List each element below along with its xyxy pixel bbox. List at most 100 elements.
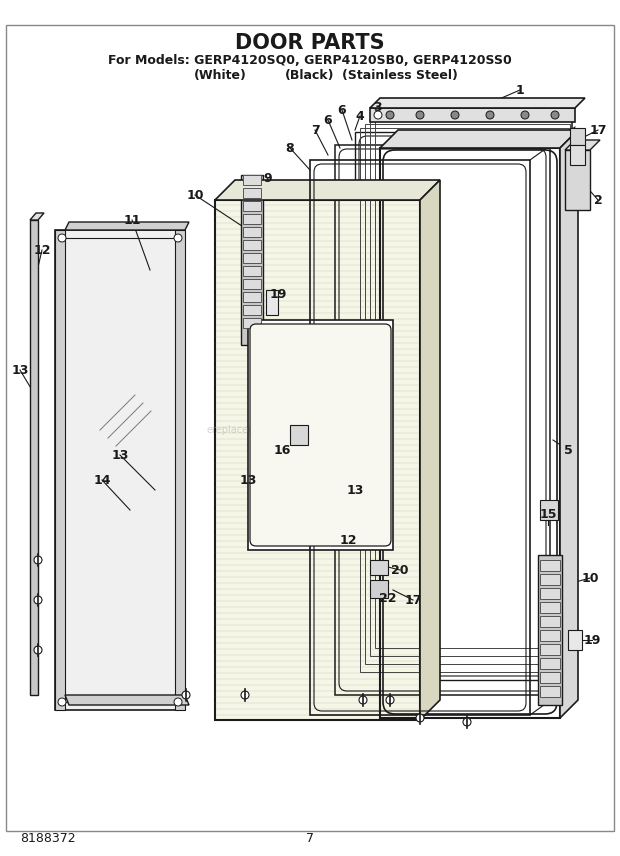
Text: 8: 8 <box>286 141 294 154</box>
Polygon shape <box>243 227 261 237</box>
Circle shape <box>241 691 249 699</box>
Polygon shape <box>565 150 590 210</box>
Polygon shape <box>540 574 560 585</box>
Polygon shape <box>243 305 261 315</box>
Polygon shape <box>243 240 261 250</box>
Text: 12: 12 <box>339 533 356 546</box>
Text: 16: 16 <box>273 443 291 456</box>
Text: 22: 22 <box>379 591 397 604</box>
Polygon shape <box>290 425 308 445</box>
Circle shape <box>182 691 190 699</box>
Polygon shape <box>570 145 585 165</box>
Circle shape <box>416 714 424 722</box>
Text: 17: 17 <box>404 593 422 607</box>
Polygon shape <box>370 98 585 108</box>
Circle shape <box>34 596 42 604</box>
Polygon shape <box>215 200 420 720</box>
Text: 12: 12 <box>33 243 51 257</box>
Polygon shape <box>243 318 261 328</box>
Polygon shape <box>538 555 562 705</box>
Polygon shape <box>420 180 440 720</box>
Polygon shape <box>540 672 560 683</box>
Text: 7: 7 <box>306 831 314 845</box>
Text: 14: 14 <box>93 473 111 486</box>
Text: 5: 5 <box>564 443 572 456</box>
Polygon shape <box>30 213 44 220</box>
Circle shape <box>451 111 459 119</box>
Polygon shape <box>380 130 578 148</box>
Polygon shape <box>565 140 600 150</box>
Polygon shape <box>248 320 393 550</box>
Circle shape <box>174 698 182 706</box>
Text: 8188372: 8188372 <box>20 831 76 845</box>
Text: (Black): (Black) <box>285 68 335 81</box>
Text: 6: 6 <box>338 104 347 116</box>
Polygon shape <box>243 175 261 185</box>
Text: 3: 3 <box>374 100 383 114</box>
Text: 1: 1 <box>516 84 525 97</box>
Circle shape <box>174 234 182 242</box>
Polygon shape <box>540 500 558 520</box>
Circle shape <box>359 696 367 704</box>
Polygon shape <box>540 616 560 627</box>
Circle shape <box>58 698 66 706</box>
Polygon shape <box>243 214 261 224</box>
Polygon shape <box>540 630 560 641</box>
Polygon shape <box>175 230 185 710</box>
Circle shape <box>463 718 471 726</box>
Circle shape <box>386 696 394 704</box>
Text: 13: 13 <box>112 449 129 461</box>
Polygon shape <box>540 560 560 571</box>
Polygon shape <box>370 108 575 122</box>
Polygon shape <box>540 588 560 599</box>
Polygon shape <box>65 695 189 705</box>
Text: 19: 19 <box>583 633 601 646</box>
Polygon shape <box>65 222 189 230</box>
Text: 10: 10 <box>582 572 599 585</box>
Text: 11: 11 <box>123 213 141 227</box>
Circle shape <box>58 234 66 242</box>
Text: ereplacementparts.com: ereplacementparts.com <box>206 425 324 435</box>
Polygon shape <box>243 188 261 198</box>
FancyBboxPatch shape <box>250 324 391 546</box>
Circle shape <box>416 111 424 119</box>
Text: 13: 13 <box>347 484 364 496</box>
Polygon shape <box>55 230 65 710</box>
Text: DOOR PARTS: DOOR PARTS <box>235 33 385 53</box>
Polygon shape <box>370 580 388 598</box>
Text: 13: 13 <box>239 473 257 486</box>
Text: (Stainless Steel): (Stainless Steel) <box>342 68 458 81</box>
Polygon shape <box>560 130 578 718</box>
Circle shape <box>386 111 394 119</box>
Polygon shape <box>570 128 585 145</box>
Polygon shape <box>266 290 278 315</box>
Polygon shape <box>370 560 388 575</box>
Polygon shape <box>540 658 560 669</box>
Polygon shape <box>243 253 261 263</box>
Polygon shape <box>55 230 185 710</box>
Polygon shape <box>540 644 560 655</box>
Polygon shape <box>243 201 261 211</box>
Polygon shape <box>540 686 560 697</box>
Circle shape <box>551 111 559 119</box>
Text: 2: 2 <box>593 193 603 206</box>
Circle shape <box>521 111 529 119</box>
Circle shape <box>486 111 494 119</box>
Polygon shape <box>30 220 38 695</box>
Text: 19: 19 <box>269 288 286 301</box>
Text: 10: 10 <box>186 188 204 201</box>
Polygon shape <box>215 180 440 200</box>
Text: 7: 7 <box>311 123 319 136</box>
Circle shape <box>374 111 382 119</box>
Polygon shape <box>568 630 582 650</box>
Text: (White): (White) <box>193 68 246 81</box>
Polygon shape <box>243 292 261 302</box>
Text: 13: 13 <box>11 364 29 377</box>
Circle shape <box>34 556 42 564</box>
Text: 6: 6 <box>324 114 332 127</box>
Polygon shape <box>243 279 261 289</box>
Text: 20: 20 <box>391 563 409 576</box>
Polygon shape <box>243 266 261 276</box>
Text: 15: 15 <box>539 508 557 521</box>
Text: For Models: GERP4120SQ0, GERP4120SB0, GERP4120SS0: For Models: GERP4120SQ0, GERP4120SB0, GE… <box>108 54 512 67</box>
